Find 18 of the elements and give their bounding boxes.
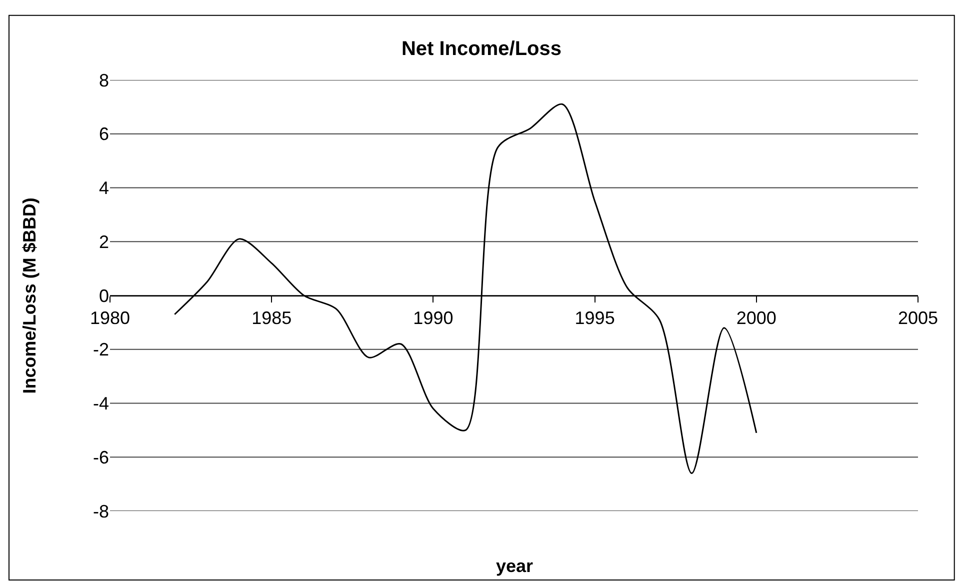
x-axis-title: year xyxy=(496,556,534,576)
y-tick-label: 2 xyxy=(98,232,109,252)
y-tick-label: 4 xyxy=(98,178,109,198)
y-tick-label: 0 xyxy=(98,286,109,306)
chart-title: Net Income/Loss xyxy=(401,38,562,60)
x-tick-label: 2005 xyxy=(898,308,938,328)
x-tick-label: 2000 xyxy=(736,308,776,328)
y-tick-label: -6 xyxy=(92,447,109,468)
x-tick-label: 1995 xyxy=(574,308,615,328)
y-tick-label: 8 xyxy=(98,70,109,90)
y-tick-label: -2 xyxy=(92,340,109,360)
x-tick-label: 1980 xyxy=(90,308,130,328)
x-tick-label: 1985 xyxy=(252,308,292,328)
y-tick-label: 6 xyxy=(98,124,109,144)
y-axis-title: Income/Loss (M $BBD) xyxy=(20,198,40,394)
y-tick-label: -8 xyxy=(92,501,109,522)
y-tick-label: -4 xyxy=(92,394,109,414)
x-tick-label: 1990 xyxy=(413,308,454,328)
